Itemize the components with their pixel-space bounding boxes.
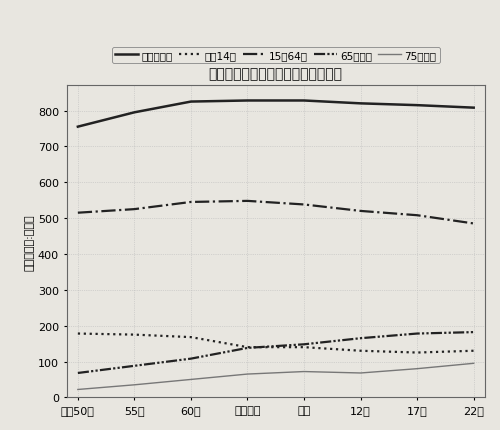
15～64歳 <box>414 213 420 218</box>
総　人　口 <box>358 101 364 107</box>
０～14歳 <box>244 345 250 350</box>
75歳以上 <box>414 366 420 372</box>
Legend: 総　人　口, ０～14歳, 15～64歳, 65歳以上, 75歳以上: 総 人 口, ０～14歳, 15～64歳, 65歳以上, 75歳以上 <box>112 48 440 64</box>
75歳以上 <box>188 377 194 382</box>
15～64歳 <box>75 211 81 216</box>
総　人　口 <box>75 125 81 130</box>
75歳以上 <box>301 369 307 374</box>
０～14歳 <box>132 332 138 338</box>
75歳以上 <box>132 382 138 387</box>
15～64歳 <box>301 203 307 208</box>
０～14歳 <box>470 348 476 353</box>
15～64歳 <box>188 200 194 205</box>
65歳以上 <box>244 345 250 350</box>
０～14歳 <box>358 348 364 353</box>
０～14歳 <box>75 331 81 336</box>
Line: 75歳以上: 75歳以上 <box>78 363 473 390</box>
Line: 15～64歳: 15～64歳 <box>78 201 473 224</box>
75歳以上 <box>75 387 81 392</box>
15～64歳 <box>358 209 364 214</box>
Line: ０～14歳: ０～14歳 <box>78 334 473 353</box>
65歳以上 <box>301 342 307 347</box>
総　人　口 <box>470 106 476 111</box>
０～14歳 <box>301 345 307 350</box>
65歳以上 <box>470 330 476 335</box>
65歳以上 <box>75 371 81 376</box>
Title: 年齢区分別人口の推移と将来推計表: 年齢区分別人口の推移と将来推計表 <box>209 67 343 81</box>
15～64歳 <box>470 221 476 227</box>
Line: 65歳以上: 65歳以上 <box>78 332 473 373</box>
０～14歳 <box>188 335 194 340</box>
75歳以上 <box>470 361 476 366</box>
65歳以上 <box>414 331 420 336</box>
総　人　口 <box>301 98 307 104</box>
65歳以上 <box>188 356 194 361</box>
総　人　口 <box>132 111 138 116</box>
Y-axis label: 人口（単位:千人）: 人口（単位:千人） <box>25 214 35 270</box>
総　人　口 <box>188 100 194 105</box>
75歳以上 <box>244 372 250 377</box>
総　人　口 <box>414 103 420 108</box>
Line: 総　人　口: 総 人 口 <box>78 101 473 127</box>
65歳以上 <box>358 336 364 341</box>
75歳以上 <box>358 371 364 376</box>
15～64歳 <box>132 207 138 212</box>
65歳以上 <box>132 363 138 369</box>
15～64歳 <box>244 199 250 204</box>
０～14歳 <box>414 350 420 355</box>
総　人　口 <box>244 98 250 104</box>
